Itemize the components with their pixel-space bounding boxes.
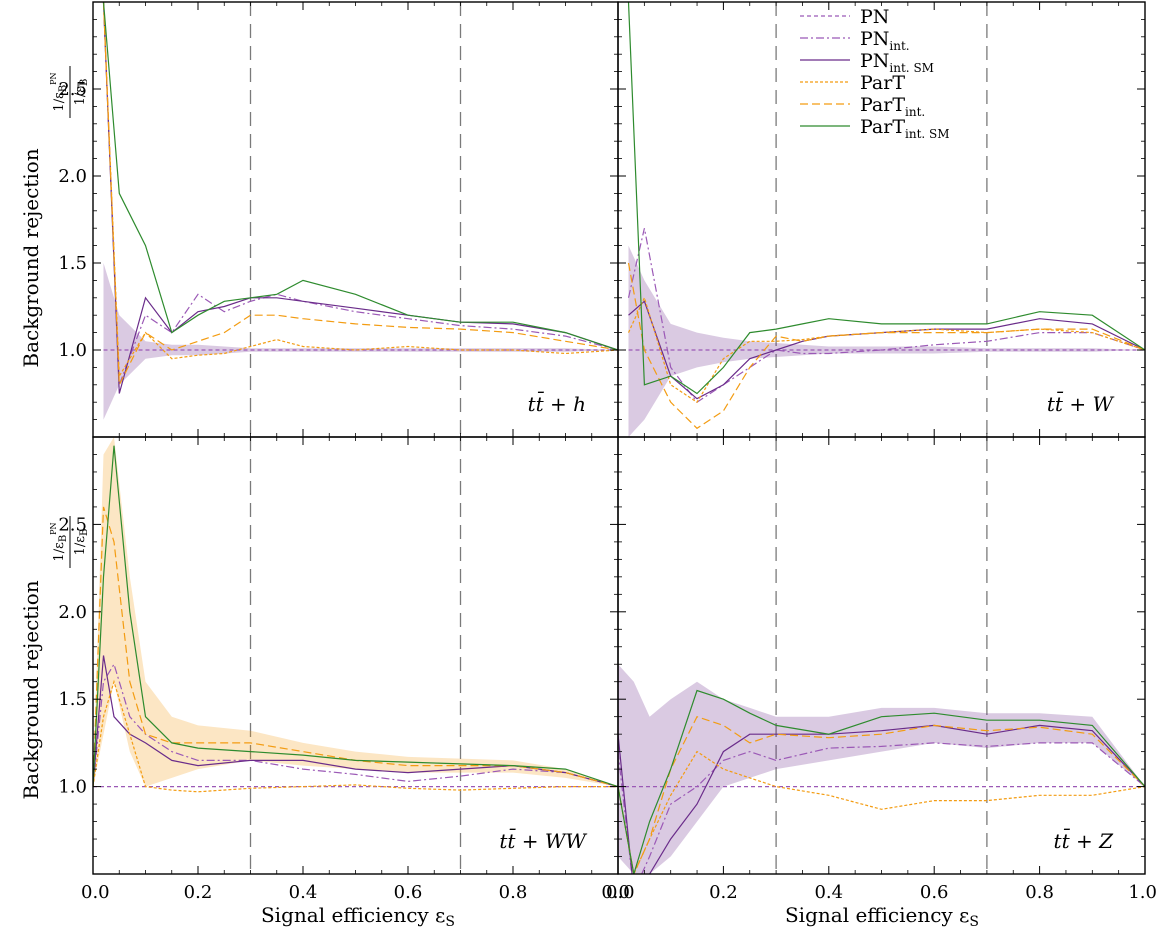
y-tick-label: 1.5: [58, 689, 87, 710]
panel-label: tt̄ + W: [1047, 391, 1115, 416]
plot-frame: [92, 1, 619, 438]
svg-text:1/εB: 1/εB: [73, 529, 90, 556]
legend-entry-2: PNint.: [800, 28, 910, 53]
legend-entry-6: ParTint. SM: [800, 116, 950, 141]
y-axis-label-top: Background rejection: [19, 148, 43, 367]
panels-group: 1.0 1.5 2.0 2.5 tt̄ + h tt̄ + W 1.0 1.5 2.0 2.5 0.…: [58, 1, 1157, 903]
x-tick-label: 1.0: [1128, 882, 1157, 903]
panel-label: tt̄ + h: [528, 391, 586, 416]
x-tick-label: 0.0: [81, 882, 110, 903]
x-tick-label: 0.6: [920, 882, 949, 903]
panel-label: tt̄ + Z: [1054, 828, 1115, 853]
y-tick-label: 2.0: [58, 166, 87, 187]
x-axis-label-right: Signal efficiency εS: [785, 903, 979, 930]
chart-panel-3: 1.0 1.5 2.0 2.5 0.0 0.2 0.4 0.6 0.8 0.0 tt̄ + WW: [58, 436, 630, 903]
legend-label: PN: [860, 6, 889, 28]
series-line-5: [627, 2, 1145, 395]
series-line-4: [618, 715, 1145, 874]
uncertainty-band: [628, 245, 1145, 437]
svg-text:1/εBPN: 1/εBPN: [49, 522, 69, 561]
series-line-1: [102, 2, 618, 386]
plot-area: [627, 2, 1145, 437]
x-axis-label-left: Signal efficiency εS: [261, 903, 455, 930]
legend-label: ParTint. SM: [860, 116, 950, 141]
y-tick-label: 1.5: [58, 253, 87, 274]
series-line-2: [628, 300, 1145, 400]
legend-entry-3: PNint. SM: [800, 50, 934, 75]
series-line-3: [93, 679, 618, 793]
x-tick-label: 0.8: [499, 882, 528, 903]
legend-label: PNint. SM: [860, 50, 934, 75]
x-tick-label: 0.4: [289, 882, 318, 903]
legend-entry-1: PN: [800, 6, 889, 28]
chart-panel-4: 0.0 0.2 0.4 0.6 0.8 1.0 tt̄ + Z: [606, 436, 1157, 903]
series-line-3: [102, 2, 618, 379]
series-line-1: [627, 228, 1145, 404]
chart-panel-2: tt̄ + W: [617, 1, 1146, 438]
y-ratio-label-top: 1/εBPN 1/εB: [49, 66, 90, 118]
x-tick-label: 0.4: [814, 882, 843, 903]
series-line-1: [618, 742, 1145, 874]
panel-label: tt̄ + WW: [499, 828, 587, 853]
plot-area: [618, 437, 1145, 874]
plot-area: [93, 437, 618, 874]
x-tick-label: 0.8: [1025, 882, 1054, 903]
svg-text:1/εB: 1/εB: [73, 79, 90, 106]
x-tick-label: 0.0: [601, 882, 630, 903]
y-tick-label: 2.0: [58, 602, 87, 623]
legend-entry-5: ParTint.: [800, 94, 925, 119]
series-line-5: [93, 445, 618, 788]
uncertainty-band: [93, 437, 618, 787]
x-tick-label: 0.6: [394, 882, 423, 903]
axis-labels: Background rejection Background rejectio…: [19, 66, 979, 930]
series-line-2: [93, 655, 618, 788]
svg-text:1/εBPN: 1/εBPN: [49, 72, 69, 111]
legend-label: ParTint.: [860, 94, 925, 119]
x-tick-label: 0.0: [606, 882, 635, 903]
series-line-4: [627, 262, 1145, 430]
y-axis-label-bottom: Background rejection: [19, 580, 43, 799]
legend-label: PNint.: [860, 28, 910, 53]
y-tick-label: 1.0: [58, 340, 87, 361]
legend-label: ParT: [860, 72, 905, 94]
x-tick-label: 0.2: [184, 882, 213, 903]
series-line-2: [102, 2, 618, 394]
plot-frame: [92, 436, 619, 875]
series-line-4: [102, 2, 618, 388]
y-tick-label: 2.5: [58, 79, 87, 100]
series-line-5: [102, 2, 618, 351]
plot-area: [102, 2, 618, 437]
legend-entry-4: ParT: [800, 72, 905, 94]
chart-panel-1: 1.0 1.5 2.0 2.5 tt̄ + h: [58, 1, 619, 438]
series-line-5: [618, 689, 1145, 874]
uncertainty-band: [618, 664, 1145, 874]
y-tick-label: 2.5: [58, 514, 87, 535]
x-tick-label: 0.2: [709, 882, 738, 903]
y-tick-label: 1.0: [58, 777, 87, 798]
y-ratio-label-bottom: 1/εBPN 1/εB: [49, 516, 90, 568]
